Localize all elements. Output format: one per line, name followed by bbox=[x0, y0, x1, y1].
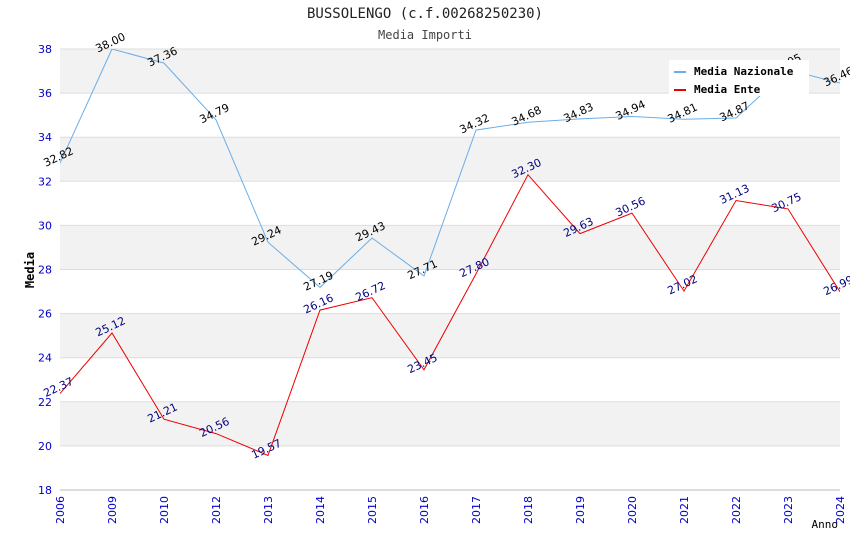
y-tick-label: 26 bbox=[38, 308, 52, 321]
x-tick-label: 2021 bbox=[678, 496, 691, 524]
y-tick-label: 22 bbox=[38, 396, 52, 409]
y-axis-label: Media bbox=[23, 252, 37, 288]
x-tick-label: 2014 bbox=[314, 496, 327, 524]
y-tick-label: 18 bbox=[38, 484, 52, 497]
legend-box bbox=[669, 60, 809, 96]
y-tick-label: 36 bbox=[38, 87, 52, 100]
series-line-media-ente bbox=[60, 173, 840, 457]
x-tick-label: 2020 bbox=[626, 496, 639, 524]
x-tick-label: 2013 bbox=[262, 496, 275, 524]
legend-label-media-nazionale: Media Nazionale bbox=[694, 65, 794, 78]
legend-label-media-ente: Media Ente bbox=[694, 83, 761, 96]
x-tick-label: 2018 bbox=[522, 496, 535, 524]
y-tick-label: 28 bbox=[38, 264, 52, 277]
y-tick-label: 32 bbox=[38, 175, 52, 188]
plot-band bbox=[60, 225, 840, 270]
x-tick-label: 2016 bbox=[418, 496, 431, 524]
plot-band bbox=[60, 269, 840, 314]
x-tick-label: 2017 bbox=[470, 496, 483, 524]
chart-subtitle: Media Importi bbox=[378, 28, 472, 42]
x-tick-label: 2019 bbox=[574, 496, 587, 524]
plot-band bbox=[60, 357, 840, 402]
plot-band bbox=[60, 313, 840, 358]
legend: Media Nazionale Media Ente bbox=[669, 60, 809, 96]
y-tick-label: 20 bbox=[38, 440, 52, 453]
y-tick-label: 38 bbox=[38, 43, 52, 56]
x-tick-label: 2009 bbox=[106, 496, 119, 524]
plot-band bbox=[60, 445, 840, 490]
chart-title: BUSSOLENGO (c.f.00268250230) bbox=[307, 6, 543, 22]
x-tick-label: 2012 bbox=[210, 496, 223, 524]
y-tick-label: 30 bbox=[38, 219, 52, 232]
x-axis-label: Anno bbox=[812, 518, 839, 531]
x-tick-label: 2022 bbox=[730, 496, 743, 524]
plot-band bbox=[60, 93, 840, 138]
y-axis-ticks: 18 20 22 24 26 28 30 32 34 36 38 bbox=[38, 43, 52, 497]
x-axis-ticks: 2006 2009 2010 2012 2013 2014 2015 2016 2017 2018… bbox=[54, 496, 847, 524]
x-tick-label: 2023 bbox=[782, 496, 795, 524]
y-tick-label: 34 bbox=[38, 131, 52, 144]
plot-band bbox=[60, 137, 840, 182]
series-lines bbox=[60, 49, 840, 457]
series-line-media-nazionale bbox=[60, 49, 840, 289]
y-tick-label: 24 bbox=[38, 352, 52, 365]
plot-bands bbox=[60, 49, 840, 490]
plot-band bbox=[60, 401, 840, 446]
x-tick-label: 2006 bbox=[54, 496, 67, 524]
x-tick-label: 2024 bbox=[834, 496, 847, 524]
x-tick-label: 2015 bbox=[366, 496, 379, 524]
x-tick-label: 2010 bbox=[158, 496, 171, 524]
